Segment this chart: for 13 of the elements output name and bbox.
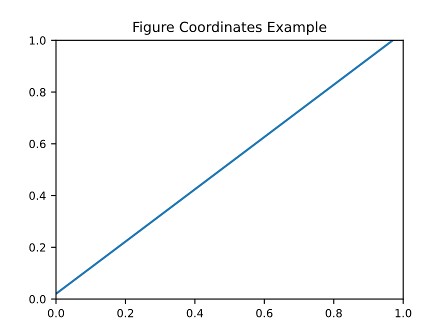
x-tick-label: 1.0 [396, 308, 412, 318]
y-tick-label: 0.4 [29, 192, 46, 200]
y-tick-label: 0.6 [29, 140, 46, 148]
x-tick-label: 0.2 [117, 308, 134, 318]
y-tick-label: 0.8 [29, 88, 46, 96]
x-tick-label: 0.4 [186, 308, 204, 318]
y-tick-label: 1.0 [30, 36, 46, 45]
y-tick-label: 0.2 [29, 243, 46, 252]
x-tick-label: 0.8 [326, 308, 342, 318]
x-tick-label: 0.6 [256, 308, 272, 318]
x-tick-label: 0.0 [48, 308, 64, 318]
chart-title: Figure Coordinates Example [134, 21, 326, 35]
y-tick-label: 0.0 [29, 295, 46, 304]
